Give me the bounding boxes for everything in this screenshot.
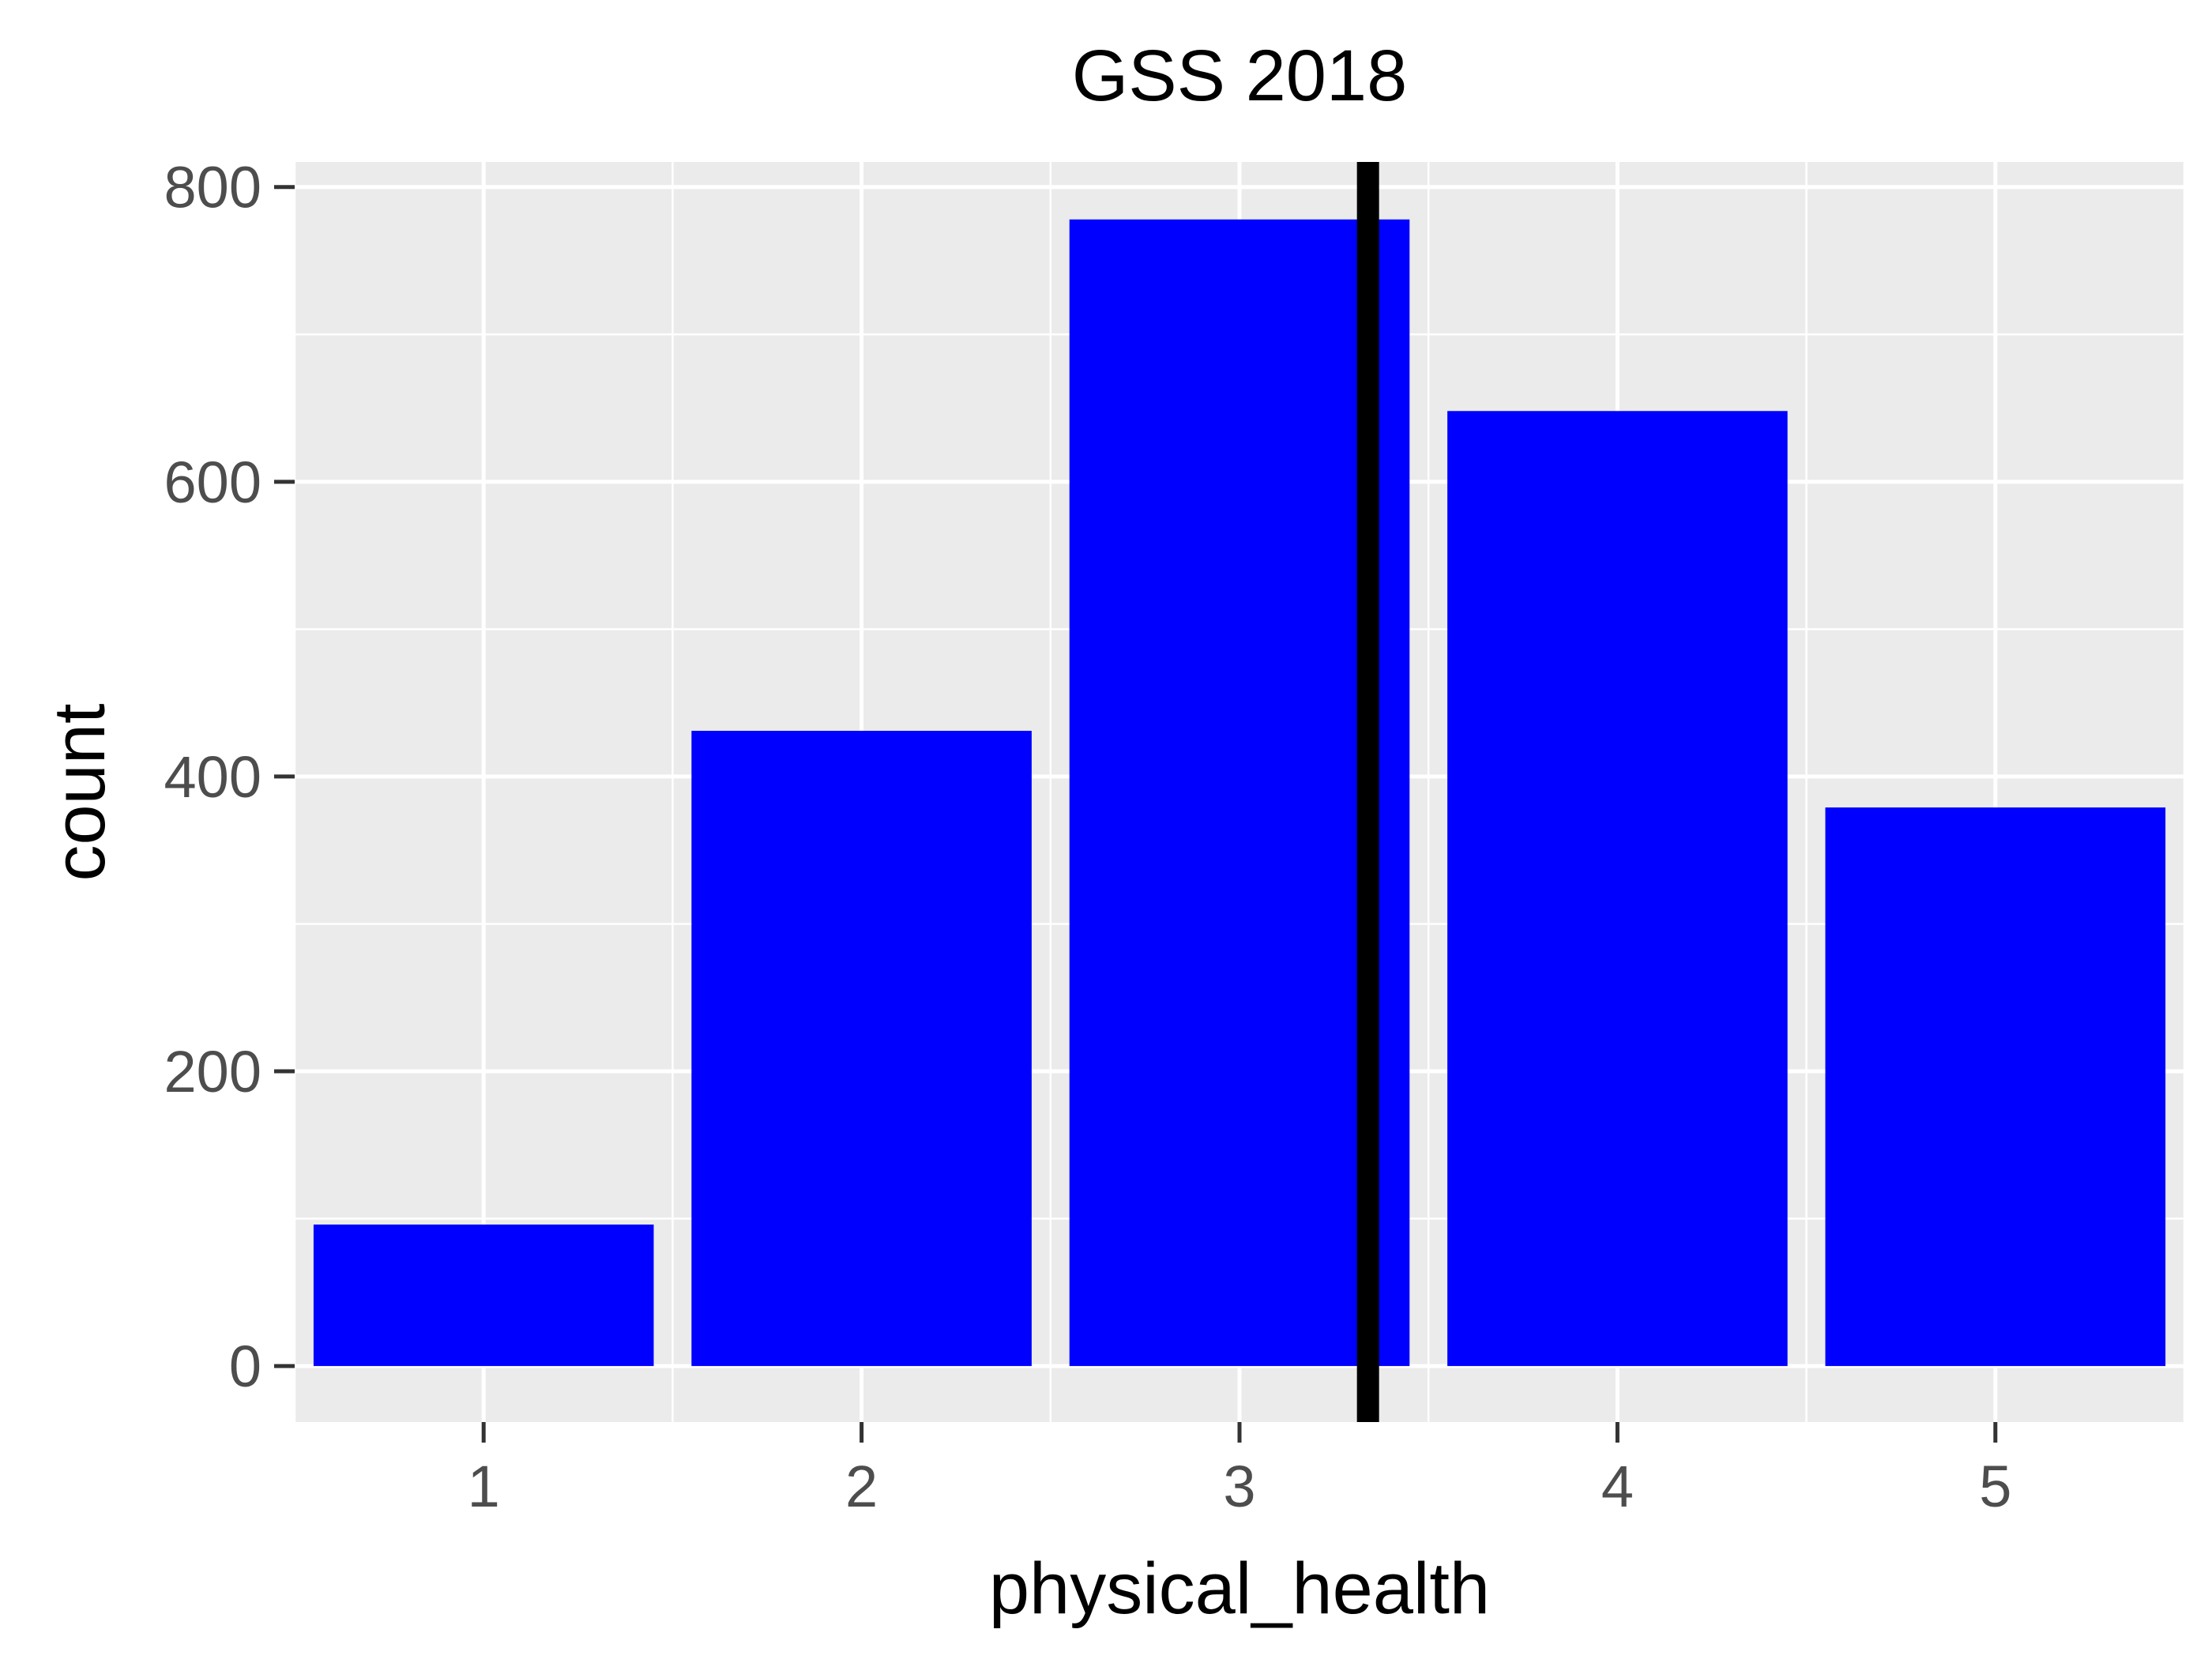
chart-title: GSS 2018 — [1072, 36, 1408, 116]
x-tick-label: 4 — [1601, 1454, 1634, 1519]
y-tick-label: 800 — [164, 155, 261, 220]
x-axis-title: physical_health — [989, 1548, 1490, 1629]
y-tick-labels: 0 200 400 600 800 — [164, 155, 261, 1399]
axis-ticks — [274, 185, 1998, 1443]
bar-2 — [691, 731, 1032, 1367]
bar-4 — [1447, 411, 1788, 1367]
y-tick-label: 400 — [164, 744, 261, 810]
bar-3 — [1069, 219, 1410, 1367]
y-tick-label: 0 — [229, 1334, 261, 1399]
x-tick-label: 5 — [1979, 1454, 2011, 1519]
bars-group — [313, 219, 2166, 1367]
bar-1 — [313, 1225, 654, 1367]
y-tick-label: 600 — [164, 450, 261, 515]
y-tick-label: 200 — [164, 1039, 261, 1104]
bar-5 — [1825, 807, 2166, 1367]
y-axis-title: count — [40, 703, 120, 881]
x-tick-label: 3 — [1223, 1454, 1255, 1519]
x-tick-label: 2 — [845, 1454, 878, 1519]
x-tick-label: 1 — [468, 1454, 500, 1519]
x-tick-labels: 1 2 3 4 5 — [468, 1454, 2012, 1519]
